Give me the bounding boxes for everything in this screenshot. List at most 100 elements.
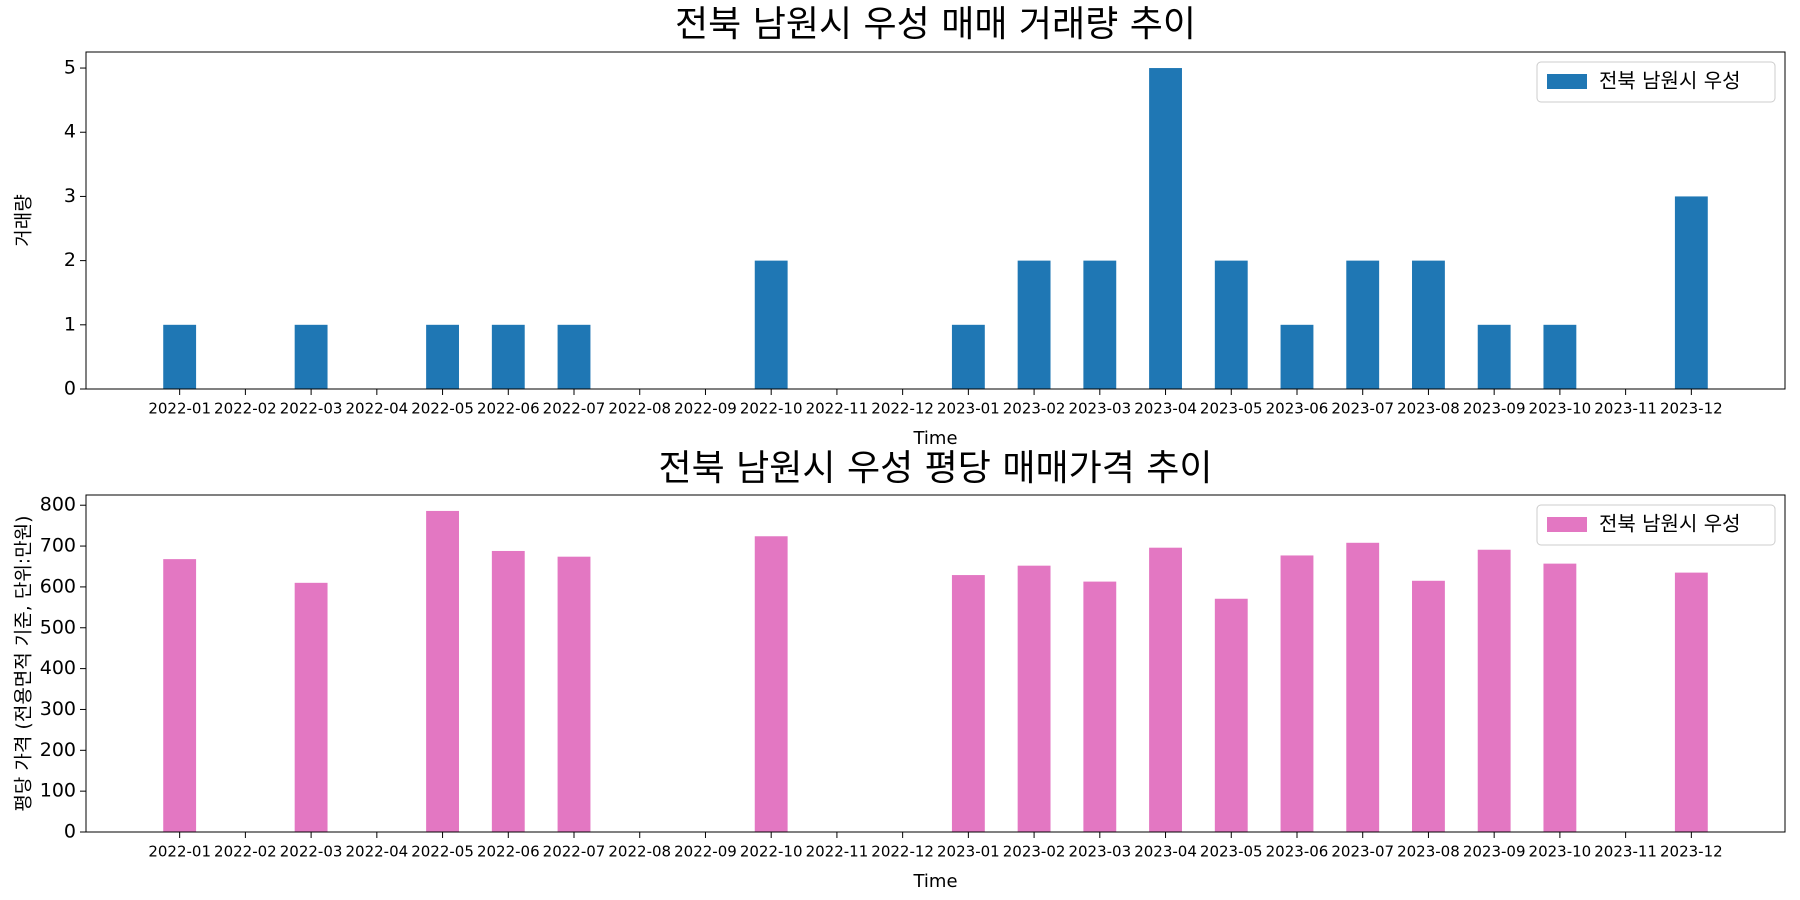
bar [754, 260, 788, 389]
x-tick-label: 2023-03 [1068, 843, 1131, 861]
x-tick-label: 2023-12 [1660, 843, 1723, 861]
y-axis-label: 거래량 [13, 194, 35, 246]
x-tick-label: 2022-07 [543, 843, 606, 861]
legend-box [1536, 61, 1776, 103]
bar [1412, 260, 1445, 389]
x-tick-label: 2023-05 [1200, 843, 1263, 861]
y-tick-label: 400 [40, 657, 76, 679]
bar [491, 324, 525, 389]
x-axis-label: Time [912, 871, 957, 892]
plot-frame [85, 51, 1786, 390]
x-tick-label: 2022-02 [214, 400, 277, 418]
y-tick-label: 300 [40, 698, 76, 720]
bar [163, 324, 197, 389]
bar [1214, 598, 1248, 832]
bar [1017, 565, 1051, 832]
chart-title: 전북 남원시 우성 평당 매매가격 추이 [658, 448, 1212, 489]
bar [1477, 549, 1511, 832]
x-tick-label: 2023-02 [1003, 843, 1066, 861]
bar [426, 324, 459, 389]
x-tick-label: 2022-08 [608, 843, 671, 861]
x-tick-label: 2022-05 [411, 400, 474, 418]
x-tick-label: 2023-08 [1397, 400, 1460, 418]
bar [1543, 563, 1577, 832]
x-tick-label: 2023-09 [1463, 843, 1526, 861]
y-tick-label: 0 [64, 378, 76, 400]
bar [754, 536, 788, 832]
y-tick-label: 600 [40, 575, 76, 597]
x-tick-label: 2023-01 [937, 400, 1000, 418]
x-tick-label: 2022-01 [148, 843, 211, 861]
y-tick-label: 100 [40, 780, 76, 802]
x-tick-label: 2023-10 [1529, 843, 1592, 861]
x-tick-label: 2023-09 [1463, 400, 1526, 418]
y-tick-label: 2 [64, 249, 76, 271]
bar [1083, 260, 1117, 389]
bar [1149, 68, 1182, 390]
y-tick-label: 5 [64, 57, 76, 79]
bar [426, 510, 459, 832]
x-tick-label: 2023-11 [1594, 400, 1657, 418]
bar [1477, 324, 1511, 389]
bar [1346, 260, 1380, 389]
x-tick-label: 2023-10 [1529, 400, 1592, 418]
x-tick-label: 2023-02 [1003, 400, 1066, 418]
x-tick-label: 2023-04 [1134, 843, 1197, 861]
x-tick-label: 2022-11 [806, 843, 869, 861]
chart-title: 전북 남원시 우성 매매 거래량 추이 [675, 4, 1196, 45]
x-tick-label: 2023-01 [937, 843, 1000, 861]
y-tick-label: 0 [64, 821, 76, 843]
legend-swatch [1547, 74, 1587, 89]
bar [1149, 547, 1182, 832]
x-tick-label: 2022-09 [674, 400, 737, 418]
x-tick-label: 2023-08 [1397, 843, 1460, 861]
x-tick-label: 2022-06 [477, 400, 540, 418]
x-tick-label: 2022-11 [806, 400, 869, 418]
x-tick-label: 2022-12 [871, 843, 934, 861]
x-tick-label: 2023-06 [1266, 400, 1329, 418]
bar [557, 324, 591, 389]
x-tick-label: 2023-06 [1266, 843, 1329, 861]
x-tick-label: 2022-12 [871, 400, 934, 418]
bar [951, 575, 985, 832]
bar [1280, 555, 1314, 832]
bar [1083, 581, 1117, 832]
bar [557, 556, 591, 832]
bar [491, 550, 525, 832]
x-tick-label: 2022-04 [345, 400, 408, 418]
x-tick-label: 2022-07 [543, 400, 606, 418]
bar [1346, 542, 1380, 832]
legend-label: 전북 남원시 우성 [1599, 512, 1741, 536]
y-tick-label: 200 [40, 739, 76, 761]
bar [1280, 324, 1314, 389]
bar [1543, 324, 1577, 389]
x-tick-label: 2022-03 [280, 843, 343, 861]
plot-frame [85, 494, 1786, 833]
bar [1674, 572, 1708, 832]
x-tick-label: 2022-05 [411, 843, 474, 861]
bar [951, 324, 985, 389]
y-tick-label: 500 [40, 616, 76, 638]
x-tick-label: 2022-08 [608, 400, 671, 418]
x-tick-label: 2023-07 [1331, 843, 1394, 861]
legend-swatch [1547, 517, 1587, 532]
bar [294, 582, 328, 832]
x-tick-label: 2022-04 [345, 843, 408, 861]
x-tick-label: 2022-10 [740, 400, 803, 418]
x-axis-label: Time [912, 428, 957, 449]
x-tick-label: 2022-03 [280, 400, 343, 418]
x-tick-label: 2022-02 [214, 843, 277, 861]
bar [1214, 260, 1248, 389]
x-tick-label: 2023-05 [1200, 400, 1263, 418]
bar [294, 324, 328, 389]
bar [163, 559, 197, 832]
chart: 전북 남원시 우성 평당 매매가격 추이 Time 평당 가격 (전용면적 기준, … [13, 448, 1786, 892]
bar [1674, 196, 1708, 389]
x-tick-label: 2022-10 [740, 843, 803, 861]
x-tick-label: 2023-04 [1134, 400, 1197, 418]
bar [1017, 260, 1051, 389]
legend-box [1536, 504, 1776, 546]
y-axis-label: 평당 가격 (전용면적 기준, 단위:만원) [13, 515, 35, 811]
x-tick-label: 2023-12 [1660, 400, 1723, 418]
